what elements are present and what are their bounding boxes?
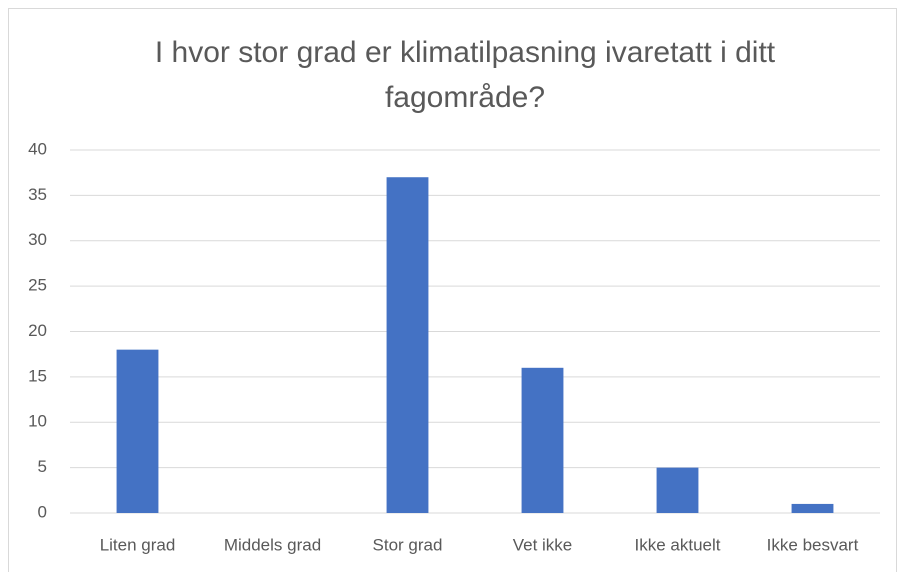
y-tick-label: 15 <box>28 366 47 385</box>
x-tick-label: Ikke besvart <box>767 535 859 554</box>
bar <box>116 349 159 513</box>
x-tick-label: Middels grad <box>224 535 321 554</box>
x-tick-label: Liten grad <box>100 535 176 554</box>
bar <box>791 503 834 513</box>
bar <box>521 367 564 513</box>
bar <box>386 177 429 513</box>
x-tick-label: Stor grad <box>373 535 443 554</box>
x-tick-label: Vet ikke <box>513 535 573 554</box>
y-tick-label: 35 <box>28 185 47 204</box>
chart-title: I hvor stor grad er klimatilpasning ivar… <box>154 36 776 114</box>
y-tick-label: 10 <box>28 412 47 431</box>
x-tick-label: Ikke aktuelt <box>635 535 721 554</box>
y-tick-label: 0 <box>38 502 47 521</box>
y-tick-label: 25 <box>28 276 47 295</box>
chart-border <box>8 8 897 572</box>
y-tick-label: 5 <box>38 457 47 476</box>
y-tick-label: 20 <box>28 321 47 340</box>
bar <box>656 467 699 513</box>
y-tick-label: 40 <box>28 139 47 158</box>
y-tick-label: 30 <box>28 230 47 249</box>
